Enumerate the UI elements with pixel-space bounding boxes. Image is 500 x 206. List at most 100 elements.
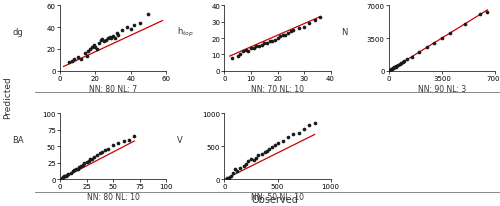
Point [279, 140, 287, 143]
Point [268, 40, 276, 44]
Point [112, 32, 120, 35]
Point [229, 171, 237, 174]
Point [70, 169, 78, 172]
Point [306, 22, 314, 26]
Point [62, 174, 70, 178]
Point [74, 56, 82, 59]
Point [74, 167, 82, 170]
Point [66, 171, 74, 174]
Point [310, 121, 318, 125]
Point [65, 61, 73, 64]
Point [77, 58, 85, 61]
Point [96, 39, 104, 43]
Point [224, 176, 232, 180]
Text: V: V [176, 136, 182, 145]
Point [397, 62, 405, 66]
Point [386, 69, 394, 72]
Point [109, 35, 117, 38]
Point [59, 176, 67, 179]
Point [92, 46, 100, 49]
Point [398, 61, 406, 65]
Point [118, 30, 126, 33]
Text: N: N [341, 28, 347, 37]
Point [290, 29, 298, 32]
Point [260, 42, 268, 45]
Point [126, 28, 134, 32]
Point [392, 65, 400, 68]
Point [282, 34, 290, 37]
Point [290, 133, 298, 136]
Point [265, 147, 273, 151]
Point [114, 142, 122, 145]
Point [255, 45, 263, 49]
Text: dg: dg [12, 28, 23, 37]
Point [93, 153, 101, 157]
Point [96, 151, 104, 155]
Point [250, 159, 258, 162]
Point [234, 55, 241, 59]
X-axis label: NN: 80 NL: 10: NN: 80 NL: 10 [86, 192, 140, 201]
Point [64, 174, 72, 177]
Point [394, 64, 402, 67]
Point [392, 66, 400, 69]
Point [390, 67, 398, 70]
Point [258, 153, 266, 156]
Point [272, 144, 280, 147]
Point [98, 38, 106, 42]
Point [390, 67, 398, 70]
Point [250, 47, 258, 50]
Point [310, 19, 318, 22]
Point [227, 174, 235, 178]
Point [460, 23, 468, 26]
Point [387, 68, 395, 72]
Point [274, 37, 281, 40]
Point [90, 44, 98, 47]
Point [263, 150, 271, 153]
Point [58, 176, 66, 180]
X-axis label: NN: 80 NL: 7: NN: 80 NL: 7 [89, 84, 137, 93]
Point [391, 66, 399, 69]
Point [263, 42, 271, 45]
Point [279, 34, 287, 37]
Point [484, 11, 492, 14]
Point [388, 68, 396, 71]
Point [60, 175, 68, 178]
Point [86, 158, 94, 161]
Point [247, 158, 255, 161]
Point [240, 165, 248, 168]
Point [88, 157, 96, 161]
Point [109, 144, 117, 147]
Point [252, 157, 260, 160]
Text: Predicted: Predicted [3, 76, 12, 118]
Text: BA: BA [12, 136, 24, 145]
Point [236, 54, 244, 57]
X-axis label: NN: 50 NL: 10: NN: 50 NL: 10 [251, 192, 304, 201]
Point [430, 42, 438, 45]
Point [108, 37, 116, 40]
Point [68, 60, 76, 63]
Point [438, 37, 446, 40]
Point [82, 55, 90, 58]
Point [90, 156, 98, 159]
Point [77, 165, 85, 168]
Point [114, 34, 122, 37]
Point [268, 146, 276, 149]
Point [261, 150, 269, 153]
Point [102, 39, 110, 43]
Point [82, 161, 90, 164]
Point [233, 169, 241, 172]
Point [242, 163, 250, 166]
Point [415, 51, 423, 54]
Point [130, 135, 138, 138]
Point [231, 168, 239, 171]
Point [300, 128, 308, 131]
Point [284, 136, 292, 139]
Point [84, 50, 92, 54]
Point [476, 14, 484, 17]
Point [100, 40, 108, 44]
Point [258, 44, 266, 47]
Point [247, 47, 255, 50]
Point [100, 149, 108, 152]
Text: h$_{top}$: h$_{top}$ [176, 26, 194, 39]
Point [388, 67, 396, 71]
